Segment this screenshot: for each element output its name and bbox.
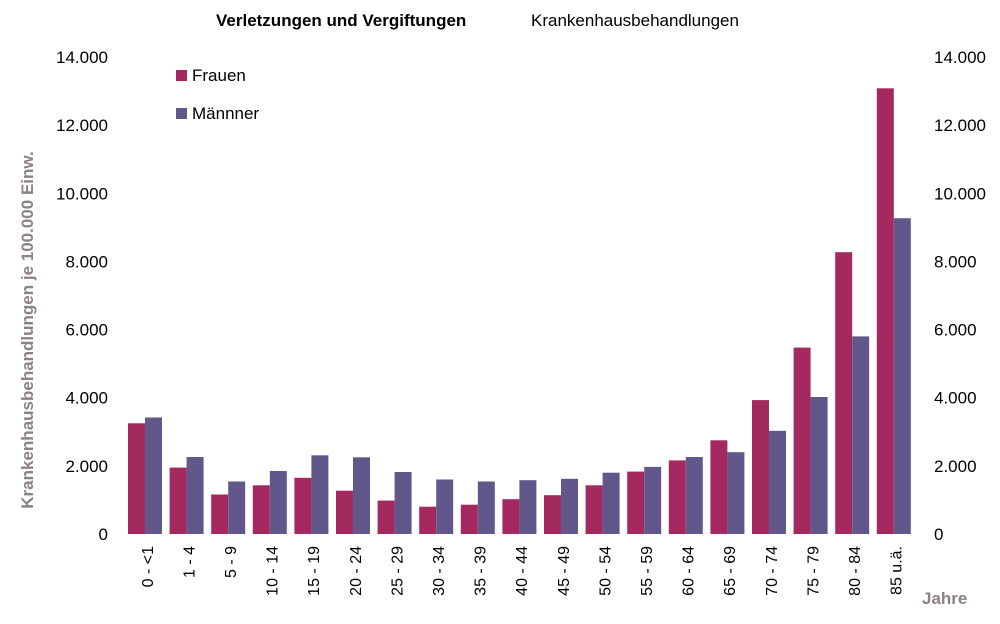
- bar-maenner: [228, 481, 246, 534]
- y-tick-label-right: 4.000: [934, 389, 977, 408]
- bar-frauen: [336, 490, 353, 534]
- legend-swatch: [176, 70, 187, 81]
- y-tick-label-left: 8.000: [65, 252, 108, 271]
- bar-maenner: [685, 457, 703, 534]
- legend-swatch: [176, 108, 187, 119]
- bars: [128, 88, 911, 535]
- bar-maenner: [394, 472, 412, 534]
- bar-frauen: [752, 400, 769, 534]
- bar-maenner: [810, 397, 828, 534]
- y-tick-label-right: 10.000: [934, 184, 986, 203]
- chart-subtitle: Krankenhausbehandlungen: [531, 11, 739, 30]
- y-tick-label-right: 0: [934, 525, 943, 544]
- y-tick-label-left: 2.000: [65, 457, 108, 476]
- y-tick-label-right: 12.000: [934, 116, 986, 135]
- x-tick-label: 85 u.ä.: [889, 546, 906, 595]
- legend-label: Frauen: [192, 66, 246, 85]
- bar-frauen: [294, 477, 312, 534]
- x-tick-label: 35 - 39: [473, 546, 490, 596]
- bar-maenner: [519, 480, 537, 534]
- bar-frauen: [585, 485, 603, 534]
- x-tick-label: 15 - 19: [306, 546, 323, 596]
- x-tick-label: 65 - 69: [722, 546, 739, 596]
- bar-maenner: [561, 478, 578, 534]
- bar-frauen: [710, 440, 728, 534]
- bar-maenner: [644, 466, 662, 534]
- bar-maenner: [145, 417, 162, 534]
- x-tick-label: 45 - 49: [556, 546, 573, 596]
- bar-frauen: [544, 495, 561, 534]
- bar-frauen: [460, 504, 478, 534]
- x-axis-label: Jahre: [922, 589, 967, 608]
- right-y-axis-ticks: 0 2.000 4.000 6.000 8.000 10.000 12.000 14.000: [934, 48, 986, 544]
- bar-frauen: [169, 467, 187, 534]
- bar-frauen: [627, 471, 645, 534]
- y-tick-label-right: 6.000: [934, 321, 977, 340]
- bar-frauen: [793, 347, 811, 534]
- chart-title: Verletzungen und Vergiftungen: [216, 11, 466, 30]
- x-tick-label: 80 - 84: [847, 546, 864, 596]
- x-tick-label: 1 - 4: [181, 546, 198, 578]
- legend: Frauen Männner: [176, 66, 259, 123]
- x-tick-label: 55 - 59: [639, 546, 656, 596]
- y-tick-label-right: 8.000: [934, 252, 977, 271]
- x-tick-label: 30 - 34: [431, 546, 448, 596]
- y-tick-label-left: 4.000: [65, 389, 108, 408]
- bar-maenner: [186, 457, 204, 534]
- bar-maenner: [852, 336, 870, 534]
- bar-frauen: [211, 494, 229, 534]
- legend-label: Männner: [192, 104, 259, 123]
- bar-maenner: [353, 457, 370, 534]
- x-tick-label: 40 - 44: [514, 546, 531, 596]
- bar-frauen: [419, 506, 437, 534]
- x-tick-label: 25 - 29: [389, 546, 406, 596]
- bar-maenner: [727, 452, 745, 534]
- bar-frauen: [377, 500, 395, 534]
- x-tick-label: 5 - 9: [223, 546, 240, 578]
- bar-frauen: [876, 88, 894, 535]
- bar-maenner: [769, 430, 786, 534]
- bar-maenner: [477, 481, 495, 534]
- x-tick-label: 60 - 64: [681, 546, 698, 596]
- x-tick-label: 0 - <1: [140, 546, 157, 587]
- bar-frauen: [128, 423, 145, 534]
- y-tick-label-right: 2.000: [934, 457, 977, 476]
- bar-frauen: [252, 485, 270, 534]
- x-axis-ticks: 0 - <1 1 - 4 5 - 9 10 - 14 15 - 19 20 - 24 25 …: [140, 546, 906, 596]
- x-tick-label: 10 - 14: [265, 546, 282, 596]
- bar-frauen: [668, 460, 686, 534]
- x-tick-label: 20 - 24: [348, 546, 365, 596]
- bar-maenner: [893, 218, 911, 534]
- bar-maenner: [311, 455, 329, 534]
- y-tick-label-left: 6.000: [65, 321, 108, 340]
- x-tick-label: 50 - 54: [597, 546, 614, 596]
- y-tick-label-left: 14.000: [56, 48, 108, 67]
- y-axis-label: Krankenhausbehandlungen je 100.000 Einw.: [18, 151, 37, 508]
- x-tick-label: 75 - 79: [805, 546, 822, 596]
- y-tick-label-left: 0: [99, 525, 108, 544]
- bar-frauen: [835, 252, 853, 534]
- y-tick-label-left: 12.000: [56, 116, 108, 135]
- bar-maenner: [602, 472, 620, 534]
- bar-maenner: [436, 479, 454, 534]
- y-tick-label-right: 14.000: [934, 48, 986, 67]
- left-y-axis-ticks: 0 2.000 4.000 6.000 8.000 10.000 12.000 14.000: [56, 48, 108, 544]
- x-tick-label: 70 - 74: [764, 546, 781, 596]
- y-tick-label-left: 10.000: [56, 184, 108, 203]
- bar-frauen: [502, 499, 520, 534]
- bar-maenner: [269, 471, 287, 534]
